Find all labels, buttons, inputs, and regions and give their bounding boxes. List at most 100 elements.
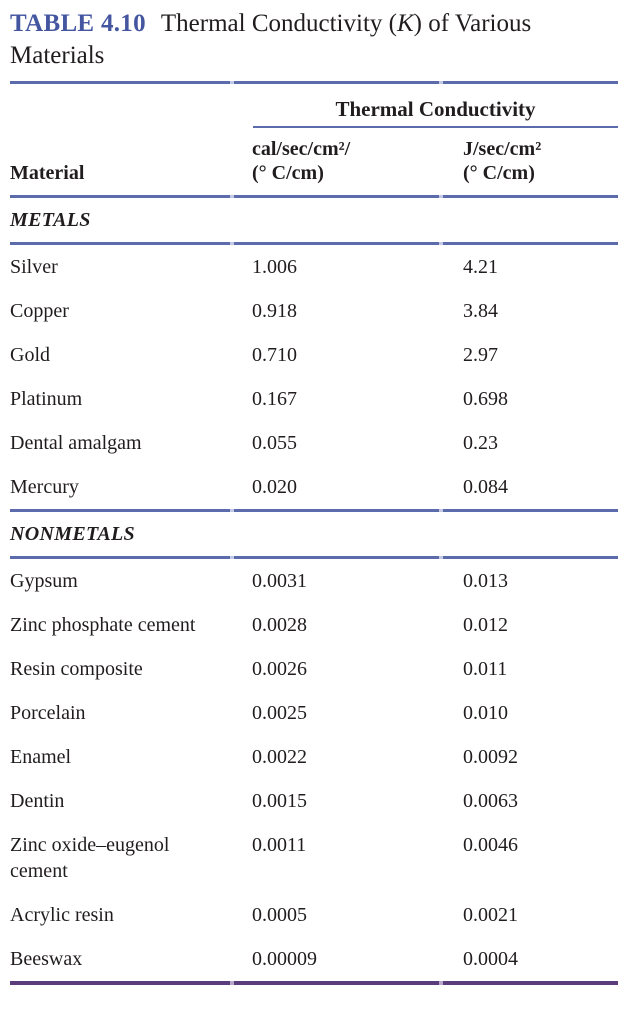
cal-value-cell: 0.0028 (252, 613, 307, 636)
section-header-metals: METALS (10, 208, 91, 231)
cal-value-cell: 0.055 (252, 431, 297, 454)
material-name: Resin composite (10, 657, 143, 680)
material-name: Silver (10, 255, 58, 278)
material-cell: Copper (10, 298, 252, 324)
material-cell: Gold (10, 342, 252, 368)
material-cell: Dentin (10, 788, 252, 814)
material-name: Gypsum (10, 569, 78, 592)
material-name: Zinc oxide–eugenol cement (10, 833, 170, 882)
cal-value-cell: 0.167 (252, 387, 297, 410)
table-row: Silver 1.006 4.21 (10, 245, 618, 289)
table-title-post: ) of Various Materials (10, 10, 532, 69)
material-cell: Platinum (10, 386, 252, 412)
table-row: Zinc phosphate cement 0.0028 0.012 (10, 603, 618, 647)
material-cell: Gypsum (10, 568, 252, 594)
table-top-rule (10, 81, 618, 84)
table-row: Copper 0.918 3.84 (10, 289, 618, 333)
material-name: Mercury (10, 475, 79, 498)
table-number-label: TABLE 4.10 (10, 10, 146, 37)
table-title-pre: Thermal Conductivity ( (160, 10, 397, 37)
material-name: Beeswax (10, 947, 83, 970)
table-title: Thermal Conductivity (K) of Various Mate… (10, 10, 531, 69)
section-header-nonmetals: NONMETALS (10, 522, 135, 545)
j-value-cell: 0.0004 (463, 947, 518, 970)
j-value-cell: 0.23 (463, 431, 498, 454)
j-unit-line2: (° C/cm) (463, 162, 535, 185)
table-bottom-rule (10, 980, 618, 985)
j-value-cell: 3.84 (463, 299, 498, 322)
material-cell: Porcelain (10, 700, 252, 726)
j-value-cell: 0.011 (463, 657, 508, 680)
material-name: Enamel (10, 745, 72, 768)
metals-section-rule (10, 241, 618, 245)
table-row: Dentin 0.0015 0.0063 (10, 779, 618, 823)
cal-value-cell: 0.0031 (252, 569, 307, 592)
material-name: Dental amalgam (10, 431, 142, 454)
cal-value-cell: 0.020 (252, 475, 297, 498)
nonmetals-section-rule (10, 555, 618, 559)
table-row: Mercury 0.020 0.084 (10, 465, 618, 509)
material-name: Gold (10, 343, 50, 366)
cal-unit-line1: cal/sec/cm²/ (252, 138, 351, 160)
j-value-cell: 0.0063 (463, 789, 518, 812)
cal-value-cell: 0.0025 (252, 701, 307, 724)
cal-value-cell: 0.0011 (252, 833, 307, 856)
table-row: Platinum 0.167 0.698 (10, 377, 618, 421)
column-header-material: Material (10, 162, 85, 185)
table-row: Gypsum 0.0031 0.013 (10, 559, 618, 603)
book-page: TABLE 4.10 Thermal Conductivity (K) of Va… (10, 8, 618, 985)
material-name: Dentin (10, 789, 65, 812)
cal-value-cell: 0.0005 (252, 903, 307, 926)
cal-value-cell: 0.0026 (252, 657, 307, 680)
table-row: Resin composite 0.0026 0.011 (10, 647, 618, 691)
cal-value-cell: 0.00009 (252, 947, 317, 970)
material-name: Platinum (10, 387, 83, 410)
j-value-cell: 0.0021 (463, 903, 518, 926)
material-cell: Dental amalgam (10, 430, 252, 456)
j-value-cell: 0.012 (463, 613, 508, 636)
material-cell: Zinc oxide–eugenol cement (10, 832, 252, 884)
metals-bottom-rule (10, 508, 618, 512)
j-value-cell: 0.0046 (463, 833, 518, 856)
header-bottom-rule (10, 194, 618, 198)
material-cell: Zinc phosphate cement (10, 612, 252, 638)
j-value-cell: 0.084 (463, 475, 508, 498)
j-value-cell: 0.0092 (463, 745, 518, 768)
table-row: Gold 0.710 2.97 (10, 333, 618, 377)
table-title-k-italic: K (396, 10, 414, 37)
spanner-underline-rule (253, 126, 618, 128)
column-header-row: Material cal/sec/cm²/ (° C/cm) J/sec/cm²… (10, 137, 618, 186)
table-row: Enamel 0.0022 0.0092 (10, 735, 618, 779)
column-header-cal-units: cal/sec/cm²/ (° C/cm) (252, 137, 463, 186)
material-name: Porcelain (10, 701, 86, 724)
material-cell: Beeswax (10, 946, 252, 972)
j-value-cell: 0.698 (463, 387, 508, 410)
table-row: Acrylic resin 0.0005 0.0021 (10, 893, 618, 937)
table-caption: TABLE 4.10 Thermal Conductivity (K) of Va… (10, 8, 618, 71)
cal-value-cell: 0.0015 (252, 789, 307, 812)
material-cell: Mercury (10, 474, 252, 500)
j-value-cell: 4.21 (463, 255, 498, 278)
cal-value-cell: 0.918 (252, 299, 297, 322)
cal-value-cell: 1.006 (252, 255, 297, 278)
material-cell: Resin composite (10, 656, 252, 682)
j-value-cell: 2.97 (463, 343, 498, 366)
cal-unit-line2: (° C/cm) (252, 162, 324, 185)
cal-value-cell: 0.710 (252, 343, 297, 366)
material-name: Zinc phosphate cement (10, 613, 196, 636)
table-row: Zinc oxide–eugenol cement 0.0011 0.0046 (10, 823, 618, 893)
material-cell: Silver (10, 254, 252, 280)
material-name: Acrylic resin (10, 903, 114, 926)
column-header-j-units: J/sec/cm² (° C/cm) (463, 137, 618, 186)
cal-value-cell: 0.0022 (252, 745, 307, 768)
material-cell: Enamel (10, 744, 252, 770)
thermal-conductivity-spanner-heading: Thermal Conductivity (335, 97, 536, 121)
table-row: Beeswax 0.00009 0.0004 (10, 937, 618, 981)
j-value-cell: 0.013 (463, 569, 508, 592)
j-value-cell: 0.010 (463, 701, 508, 724)
table-row: Porcelain 0.0025 0.010 (10, 691, 618, 735)
j-unit-line1: J/sec/cm² (463, 138, 542, 160)
material-name: Copper (10, 299, 69, 322)
material-cell: Acrylic resin (10, 902, 252, 928)
table-row: Dental amalgam 0.055 0.23 (10, 421, 618, 465)
